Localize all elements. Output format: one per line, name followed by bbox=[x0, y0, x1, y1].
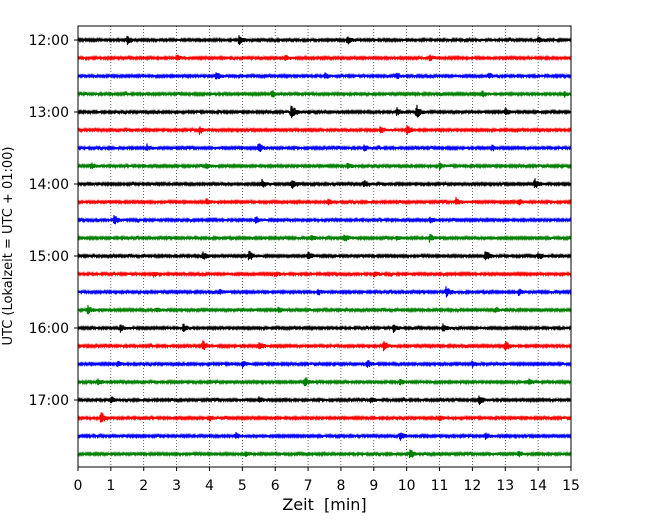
trace-1230 bbox=[77, 72, 572, 80]
trace-line bbox=[77, 360, 572, 368]
trace-line bbox=[77, 449, 572, 459]
trace-line bbox=[77, 412, 572, 423]
trace-1645 bbox=[77, 377, 572, 387]
y-tick-label: 15:00 bbox=[29, 249, 69, 265]
trace-1600 bbox=[77, 323, 572, 334]
x-tick-label: 1 bbox=[106, 478, 115, 494]
trace-line bbox=[77, 162, 572, 170]
trace-1315 bbox=[77, 124, 572, 135]
trace-line bbox=[77, 143, 572, 153]
x-tick-label: 7 bbox=[304, 478, 313, 494]
seismogram-traces bbox=[77, 35, 572, 459]
x-tick-label: 11 bbox=[431, 478, 449, 494]
trace-line bbox=[77, 196, 572, 206]
x-tick-label: 13 bbox=[496, 478, 514, 494]
trace-1245 bbox=[77, 90, 572, 98]
trace-1215 bbox=[77, 54, 572, 62]
trace-line bbox=[77, 124, 572, 135]
trace-1200 bbox=[77, 35, 572, 46]
x-tick-label: 15 bbox=[562, 478, 580, 494]
trace-1500 bbox=[77, 250, 572, 261]
plot-background bbox=[78, 26, 571, 467]
y-axis-ticks: 12:00 13:00 14:00 15:00 16:00 17:00 bbox=[29, 33, 78, 409]
trace-1445 bbox=[77, 233, 572, 243]
trace-line bbox=[77, 270, 572, 278]
trace-1300 bbox=[77, 104, 572, 119]
trace-1515 bbox=[77, 270, 572, 278]
x-tick-label: 14 bbox=[529, 478, 547, 494]
trace-line bbox=[77, 72, 572, 80]
trace-line bbox=[77, 431, 572, 441]
y-axis-label: UTC (Lokalzeit = UTC + 01:00) bbox=[1, 147, 16, 346]
trace-1330 bbox=[77, 143, 572, 153]
x-tick-label: 4 bbox=[205, 478, 214, 494]
trace-line bbox=[77, 377, 572, 387]
x-tick-label: 2 bbox=[139, 478, 148, 494]
trace-1630 bbox=[77, 360, 572, 368]
plot-frame bbox=[77, 25, 572, 468]
y-tick-label: 12:00 bbox=[29, 33, 69, 49]
x-tick-label: 0 bbox=[74, 478, 83, 494]
trace-line bbox=[77, 250, 572, 261]
y-tick-label: 14:00 bbox=[29, 177, 69, 193]
x-tick-label: 5 bbox=[238, 478, 247, 494]
trace-1430 bbox=[77, 214, 572, 225]
trace-line bbox=[77, 178, 572, 189]
x-tick-label: 8 bbox=[336, 478, 345, 494]
x-tick-label: 6 bbox=[271, 478, 280, 494]
trace-line bbox=[77, 35, 572, 46]
trace-1730 bbox=[77, 431, 572, 441]
y-tick-label: 17:00 bbox=[29, 393, 69, 409]
trace-1400 bbox=[77, 178, 572, 189]
x-tick-label: 12 bbox=[463, 478, 481, 494]
trace-line bbox=[77, 54, 572, 62]
trace-line bbox=[77, 104, 572, 119]
trace-line bbox=[77, 395, 572, 406]
trace-line bbox=[77, 286, 572, 298]
x-axis-label: Zeit [min] bbox=[282, 495, 366, 514]
trace-line bbox=[77, 214, 572, 225]
trace-line bbox=[77, 305, 572, 315]
x-tick-label: 3 bbox=[172, 478, 181, 494]
trace-line bbox=[77, 90, 572, 98]
trace-line bbox=[77, 233, 572, 243]
trace-line bbox=[77, 340, 572, 352]
trace-line bbox=[77, 323, 572, 334]
trace-1615 bbox=[77, 340, 572, 352]
trace-1345 bbox=[77, 162, 572, 170]
trace-1415 bbox=[77, 196, 572, 206]
trace-1530 bbox=[77, 286, 572, 298]
x-tick-label: 9 bbox=[369, 478, 378, 494]
x-axis-ticks: 0 1 2 3 4 5 6 7 8 9 10 11 12 13 14 15 bbox=[74, 467, 580, 494]
y-tick-label: 16:00 bbox=[29, 321, 69, 337]
x-tick-label: 10 bbox=[398, 478, 416, 494]
trace-1715 bbox=[77, 412, 572, 423]
y-tick-label: 13:00 bbox=[29, 105, 69, 121]
trace-1700 bbox=[77, 395, 572, 406]
trace-1745 bbox=[77, 449, 572, 459]
trace-1545 bbox=[77, 305, 572, 315]
